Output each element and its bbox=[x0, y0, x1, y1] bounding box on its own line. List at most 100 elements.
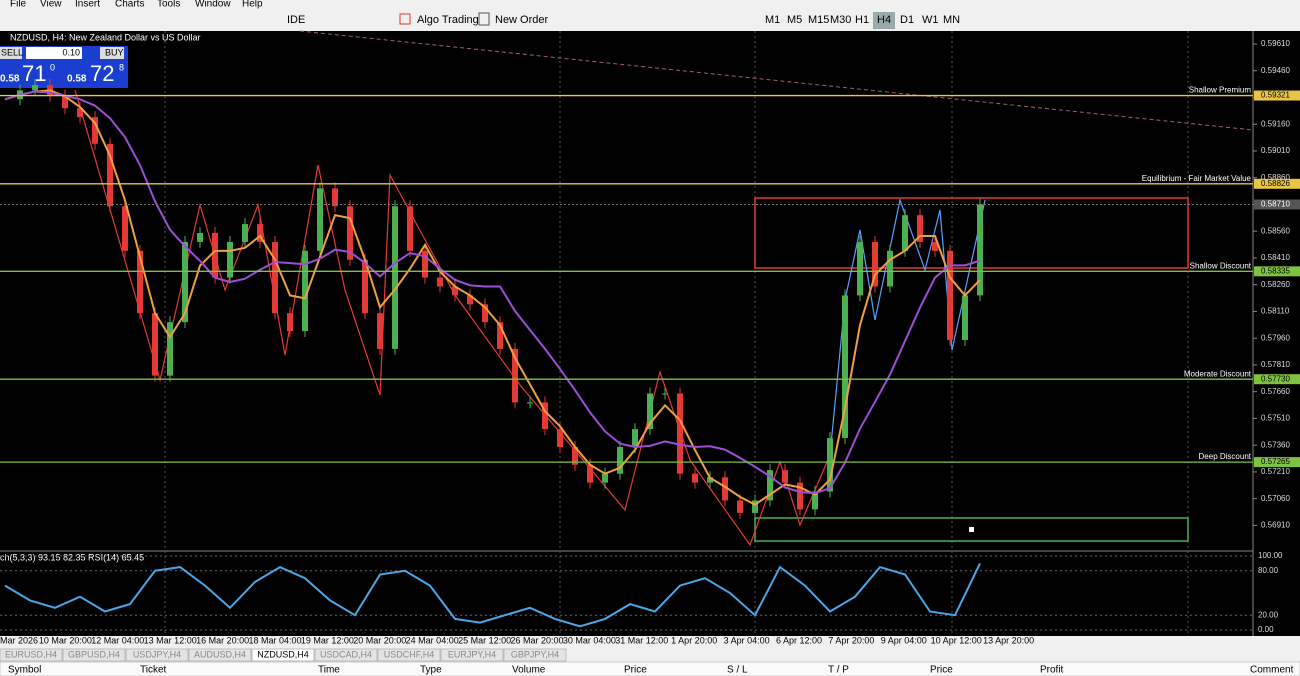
column-header[interactable]: Time bbox=[318, 665, 340, 676]
menu-item[interactable]: View bbox=[40, 0, 62, 10]
tab-label[interactable]: EURJPY,H4 bbox=[448, 649, 496, 659]
handle[interactable] bbox=[969, 527, 974, 532]
candle bbox=[242, 224, 248, 242]
timeframe[interactable]: M30 bbox=[830, 14, 851, 26]
level-price-box bbox=[1254, 374, 1300, 385]
zone-box[interactable] bbox=[754, 197, 1189, 269]
level-price-box bbox=[1254, 90, 1300, 101]
candle bbox=[497, 322, 503, 349]
tab-label[interactable]: NZDUSD,H4 bbox=[257, 649, 309, 659]
candle bbox=[182, 241, 188, 323]
volume[interactable]: 0.10 bbox=[62, 47, 80, 57]
ide-button[interactable]: IDE bbox=[287, 14, 305, 26]
column-header[interactable]: T / P bbox=[828, 665, 849, 676]
menu-item[interactable]: Charts bbox=[115, 0, 144, 10]
column-header[interactable]: Ticket bbox=[140, 665, 167, 676]
tab[interactable] bbox=[377, 648, 441, 662]
level-name: Equilibrium - Fair Market Value bbox=[1142, 174, 1252, 183]
candle bbox=[407, 206, 413, 251]
candle bbox=[92, 117, 98, 144]
candle bbox=[137, 250, 143, 314]
menu-item[interactable]: Window bbox=[195, 0, 231, 10]
zigzag bbox=[74, 89, 831, 547]
candle bbox=[332, 188, 338, 207]
menu-item[interactable]: Tools bbox=[157, 0, 180, 10]
y-tick-label: 80.00 bbox=[1258, 566, 1279, 575]
sell-btn[interactable] bbox=[0, 47, 22, 59]
tab[interactable] bbox=[62, 648, 126, 662]
y-tick-label: 0.00 bbox=[1258, 625, 1274, 634]
tab-label[interactable]: GBPUSD,H4 bbox=[68, 649, 120, 659]
timeframe[interactable]: W1 bbox=[922, 14, 939, 26]
column-header[interactable]: Profit bbox=[1040, 665, 1064, 676]
candle bbox=[77, 108, 83, 118]
order-icon bbox=[478, 12, 490, 26]
tab[interactable] bbox=[440, 648, 504, 662]
level-price: 0.57265 bbox=[1261, 457, 1290, 466]
tab-label[interactable]: GBPJPY,H4 bbox=[511, 649, 559, 659]
tab-label[interactable]: AUDUSD,H4 bbox=[194, 649, 246, 659]
y-tick-label: 0.58410 bbox=[1261, 253, 1290, 262]
tab-label[interactable]: EURUSD,H4 bbox=[5, 649, 57, 659]
candle bbox=[872, 241, 878, 287]
candle bbox=[437, 277, 443, 287]
candle bbox=[347, 206, 353, 260]
candle bbox=[842, 295, 848, 439]
bid-big: 0.58 bbox=[0, 74, 20, 85]
timeframe[interactable]: M5 bbox=[787, 14, 802, 26]
tab[interactable] bbox=[314, 648, 378, 662]
toolbar-bg bbox=[0, 0, 1300, 31]
timeframe[interactable]: H4 bbox=[877, 14, 891, 26]
y-tick-label: 0.57210 bbox=[1261, 467, 1290, 476]
tab[interactable] bbox=[188, 648, 252, 662]
candle bbox=[932, 241, 938, 251]
tab[interactable] bbox=[503, 648, 567, 662]
level-name: Shallow Discount bbox=[1190, 261, 1252, 270]
y-tick-label: 0.59010 bbox=[1261, 146, 1290, 155]
tab-label[interactable]: USDJPY,H4 bbox=[133, 649, 181, 659]
candle bbox=[527, 402, 533, 404]
x-tick-label: 16 Mar 20:00 bbox=[196, 635, 249, 645]
menu-item[interactable]: Help bbox=[242, 0, 263, 10]
candle bbox=[107, 143, 113, 207]
timeframe[interactable]: D1 bbox=[900, 14, 914, 26]
bid-sup: 0 bbox=[50, 62, 55, 72]
candle bbox=[887, 250, 893, 287]
column-header[interactable]: Price bbox=[624, 665, 647, 676]
tab[interactable] bbox=[125, 648, 189, 662]
candle bbox=[287, 313, 293, 332]
new-order-button[interactable]: New Order bbox=[495, 14, 549, 26]
y-tick-label: 0.57810 bbox=[1261, 360, 1290, 369]
tab-label[interactable]: USDCAD,H4 bbox=[320, 649, 372, 659]
column-header[interactable]: Comment bbox=[1250, 665, 1294, 676]
x-tick-label: 10 Mar 20:00 bbox=[39, 635, 92, 645]
y-tick-label: 0.58560 bbox=[1261, 226, 1290, 235]
buy-btn[interactable] bbox=[100, 47, 124, 59]
candle bbox=[422, 250, 428, 278]
buy[interactable]: BUY bbox=[105, 47, 124, 57]
menu-item[interactable]: Insert bbox=[75, 0, 100, 10]
level-price: 0.58826 bbox=[1261, 179, 1290, 188]
column-header[interactable]: Symbol bbox=[8, 665, 41, 676]
candle bbox=[587, 464, 593, 483]
level-name: Moderate Discount bbox=[1184, 369, 1252, 378]
timeframe[interactable]: M1 bbox=[765, 14, 780, 26]
x-tick-label: 9 Apr 04:00 bbox=[881, 635, 927, 645]
column-header[interactable]: Volume bbox=[512, 665, 546, 676]
column-header[interactable]: Type bbox=[420, 665, 442, 676]
algo-button[interactable]: Algo Trading bbox=[417, 14, 479, 26]
column-header[interactable]: S / L bbox=[727, 665, 748, 676]
timeframe[interactable]: M15 bbox=[808, 14, 829, 26]
column-header[interactable]: Price bbox=[930, 665, 953, 676]
candle bbox=[167, 322, 173, 376]
tab[interactable] bbox=[251, 648, 315, 662]
tab[interactable] bbox=[0, 648, 63, 662]
timeframe[interactable]: H1 bbox=[855, 14, 869, 26]
candle bbox=[362, 259, 368, 314]
sell[interactable]: SELL bbox=[1, 47, 23, 57]
tab-label[interactable]: USDCHF,H4 bbox=[384, 649, 435, 659]
volume-box[interactable] bbox=[26, 47, 82, 59]
menu-item[interactable]: File bbox=[10, 0, 27, 10]
timeframe[interactable]: MN bbox=[943, 14, 960, 26]
